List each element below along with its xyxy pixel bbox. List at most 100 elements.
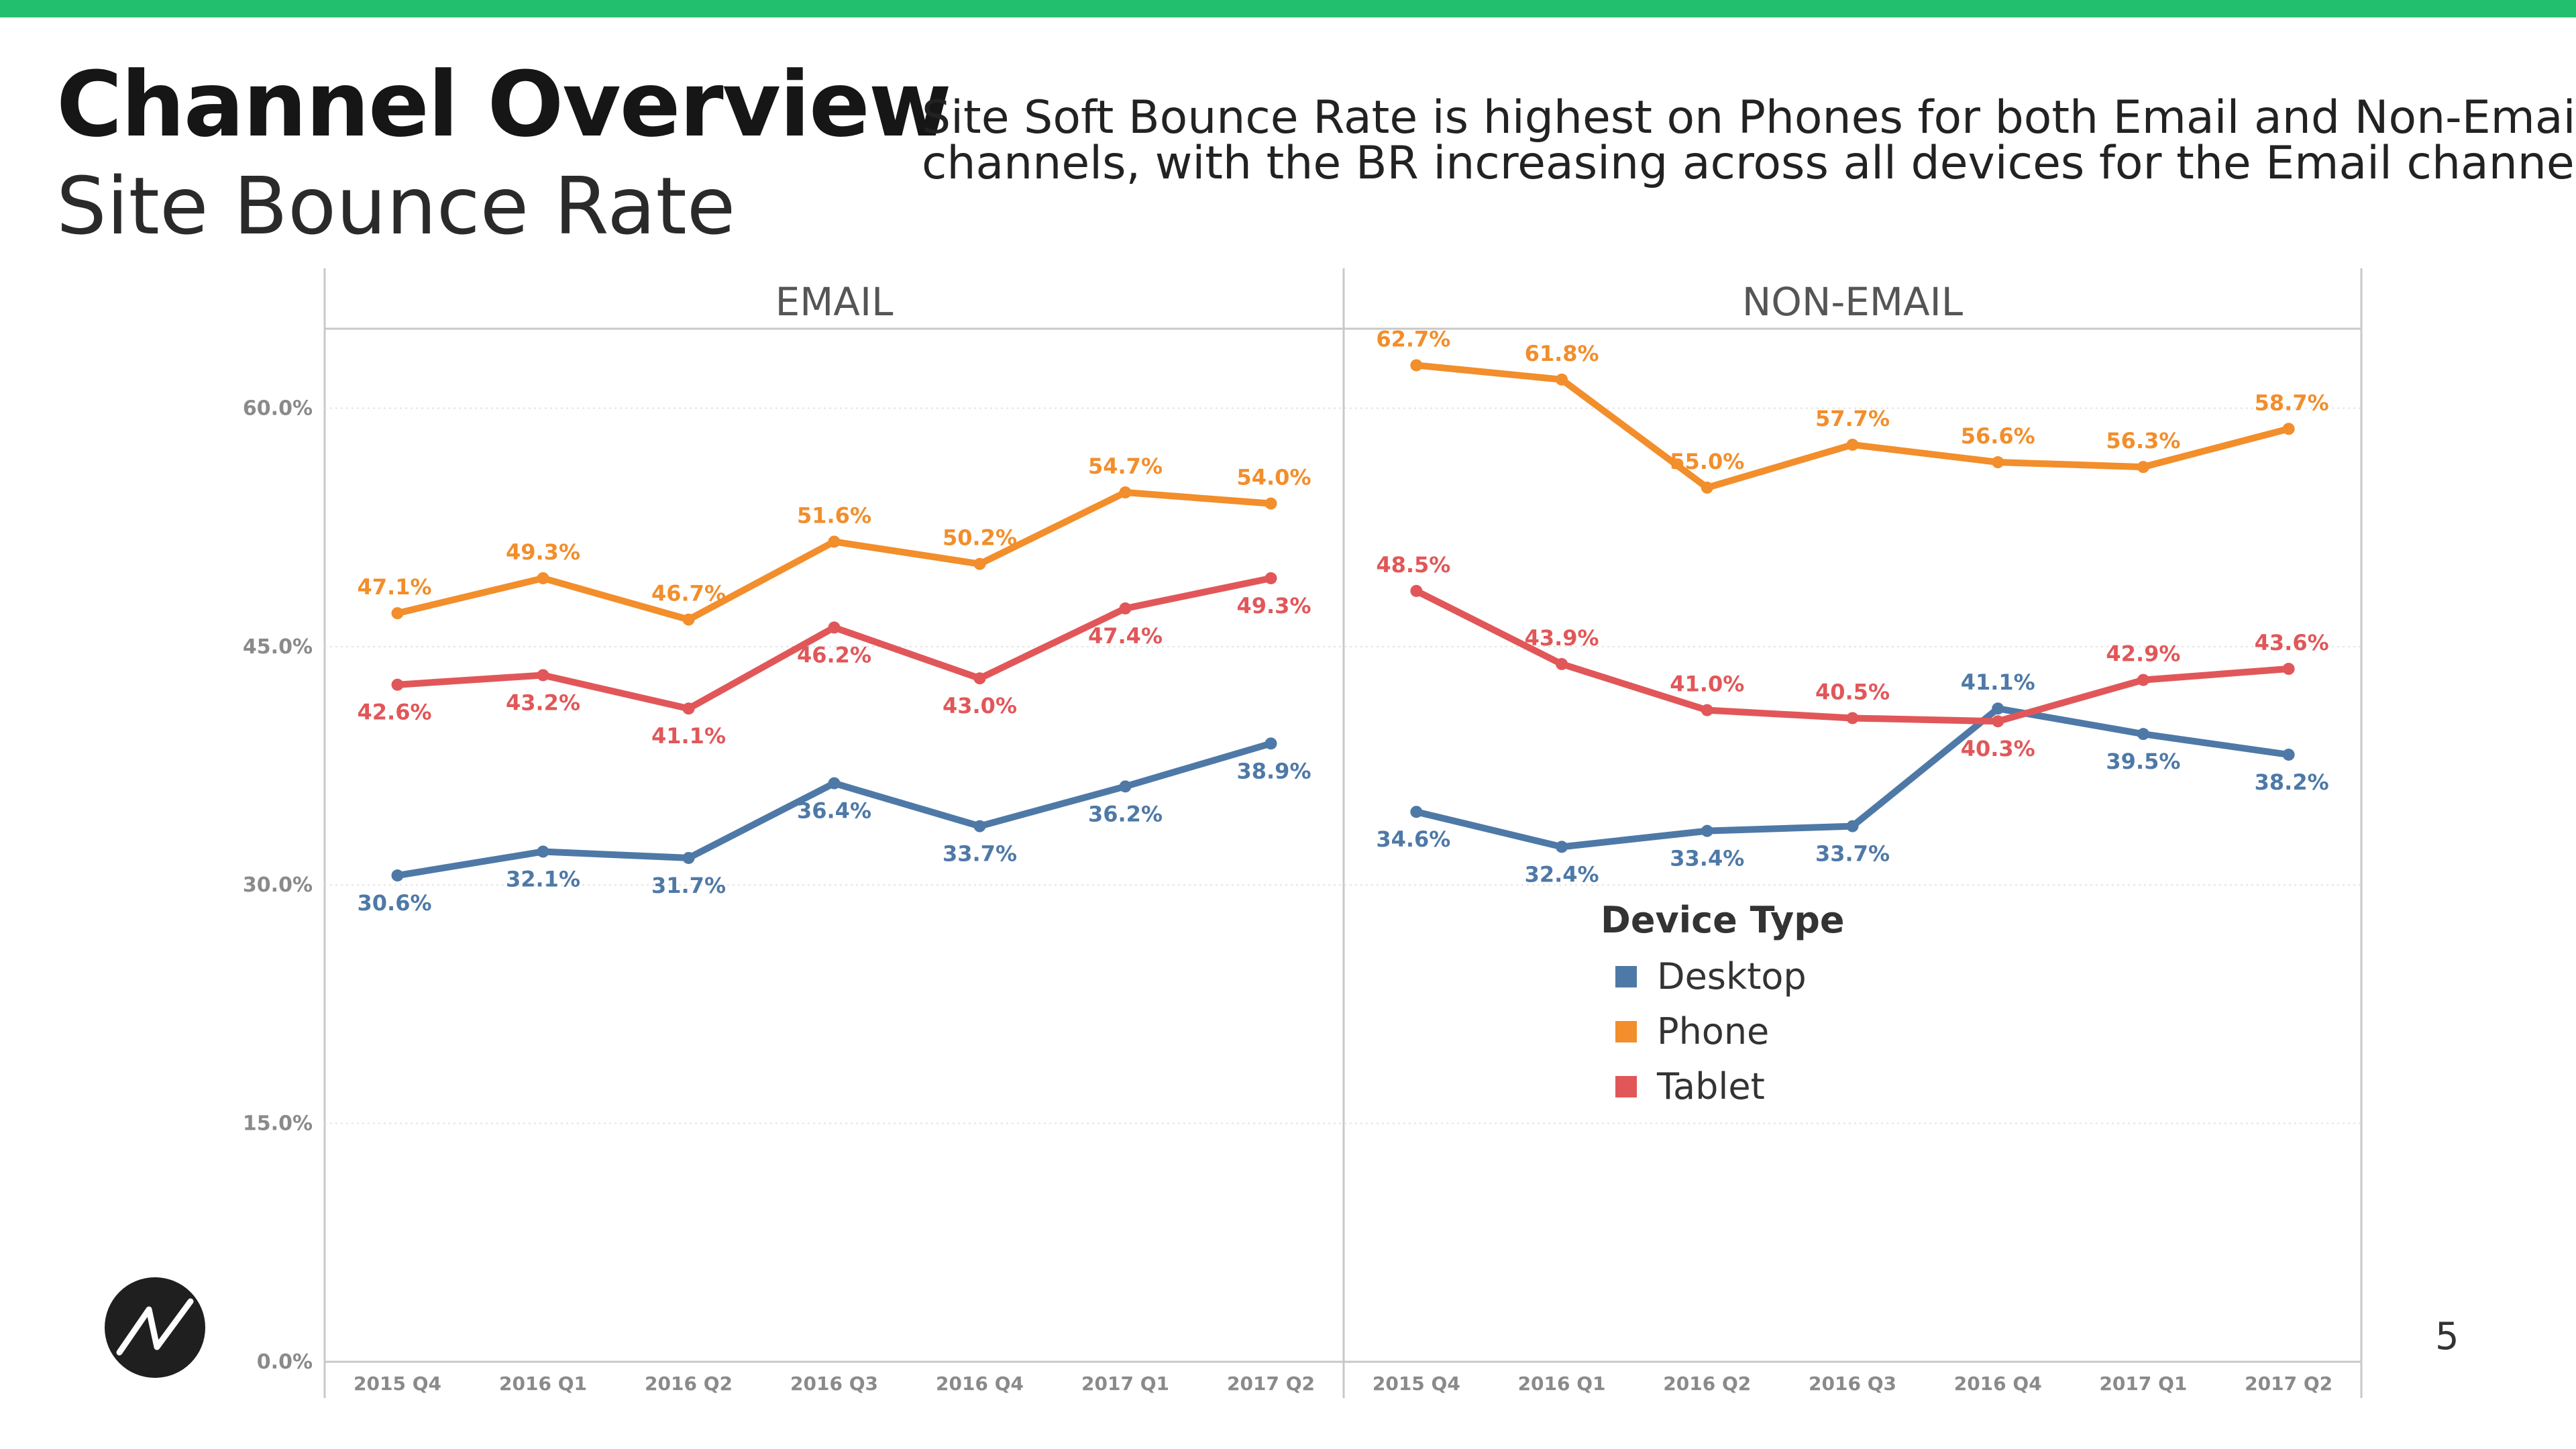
data-point <box>1701 704 1713 716</box>
data-point <box>2282 663 2295 676</box>
data-label: 34.6% <box>1376 826 1450 852</box>
data-point <box>1846 820 1859 833</box>
data-label: 41.1% <box>651 723 726 749</box>
y-tick-label: 60.0% <box>243 396 313 420</box>
data-point <box>537 845 549 858</box>
legend-title: Device Type <box>1601 899 1845 941</box>
x-tick-label: 2017 Q2 <box>1227 1373 1315 1395</box>
data-point <box>537 572 549 584</box>
data-label: 39.5% <box>2106 749 2180 774</box>
x-tick-label: 2017 Q1 <box>1081 1373 1169 1395</box>
panel-header-email: EMAIL <box>775 279 894 325</box>
data-point <box>391 678 404 691</box>
data-point <box>1265 497 1277 510</box>
data-point <box>391 869 404 882</box>
legend-entry-desktop: Desktop <box>1657 955 1807 998</box>
data-point <box>682 613 695 626</box>
data-label: 42.9% <box>2106 641 2180 667</box>
data-label: 46.7% <box>651 581 726 606</box>
data-label: 40.5% <box>1815 679 1890 704</box>
data-point <box>1846 712 1859 724</box>
x-tick-label: 2016 Q4 <box>1954 1373 2042 1395</box>
x-tick-label: 2016 Q2 <box>645 1373 733 1395</box>
data-point <box>1701 481 1713 494</box>
data-point <box>973 820 986 833</box>
data-label: 32.1% <box>506 866 580 892</box>
data-label: 31.7% <box>651 873 726 898</box>
data-point <box>2282 423 2295 435</box>
x-tick-label: 2015 Q4 <box>354 1373 441 1395</box>
data-point <box>2137 674 2149 686</box>
data-point <box>2137 461 2149 474</box>
data-point <box>1992 715 2004 728</box>
data-label: 49.3% <box>506 539 580 565</box>
data-point <box>973 557 986 570</box>
x-tick-label: 2016 Q2 <box>1663 1373 1751 1395</box>
data-point <box>1265 572 1277 584</box>
data-point <box>973 672 986 685</box>
x-tick-label: 2016 Q3 <box>790 1373 878 1395</box>
insight-text: Site Soft Bounce Rate is highest on Phon… <box>922 91 2576 190</box>
page-number: 5 <box>2435 1315 2459 1358</box>
data-label: 48.5% <box>1376 552 1450 578</box>
data-label: 54.7% <box>1088 453 1163 479</box>
data-label: 41.0% <box>1670 672 1744 697</box>
legend-swatch-tablet <box>1615 1076 1637 1097</box>
insight-line-2: channels, with the BR increasing across … <box>922 137 2576 190</box>
data-label: 43.6% <box>2255 630 2329 655</box>
data-label: 30.6% <box>358 890 432 916</box>
top-accent-bar <box>0 0 2576 17</box>
data-label: 36.2% <box>1088 801 1163 826</box>
legend-entry-phone: Phone <box>1657 1010 1769 1053</box>
legend-swatch-desktop <box>1615 966 1637 987</box>
data-point <box>1846 438 1859 451</box>
data-label: 61.8% <box>1525 341 1599 366</box>
data-label: 49.3% <box>1236 593 1311 619</box>
data-point <box>1556 373 1568 386</box>
legend-entry-tablet: Tablet <box>1656 1065 1765 1108</box>
data-point <box>1410 806 1423 818</box>
data-point <box>828 535 841 548</box>
brand-logo-icon <box>105 1277 205 1378</box>
data-label: 57.7% <box>1815 406 1890 431</box>
data-label: 32.4% <box>1525 861 1599 887</box>
data-point <box>1410 584 1423 597</box>
y-tick-label: 45.0% <box>243 635 313 659</box>
y-tick-label: 15.0% <box>243 1112 313 1136</box>
data-point <box>1992 456 2004 469</box>
data-point <box>537 669 549 682</box>
legend-swatch-phone <box>1615 1021 1637 1042</box>
data-point <box>1556 841 1568 853</box>
data-label: 47.4% <box>1088 623 1163 649</box>
data-label: 33.7% <box>943 841 1017 867</box>
data-point <box>1119 602 1132 614</box>
data-point <box>1265 737 1277 750</box>
data-label: 33.4% <box>1670 846 1744 871</box>
data-label: 41.1% <box>1961 669 2035 695</box>
data-point <box>2282 748 2295 761</box>
data-label: 40.3% <box>1961 736 2035 761</box>
x-tick-label: 2017 Q2 <box>2245 1373 2332 1395</box>
data-label: 55.0% <box>1670 449 1744 474</box>
x-tick-label: 2016 Q1 <box>499 1373 587 1395</box>
x-tick-label: 2016 Q1 <box>1518 1373 1606 1395</box>
data-label: 42.6% <box>358 700 432 725</box>
data-label: 43.9% <box>1525 625 1599 651</box>
data-label: 43.0% <box>943 693 1017 718</box>
insight-line-1: Site Soft Bounce Rate is highest on Phon… <box>922 91 2576 144</box>
data-label: 38.9% <box>1236 758 1311 784</box>
data-label: 62.7% <box>1376 326 1450 352</box>
x-tick-label: 2017 Q1 <box>2099 1373 2187 1395</box>
data-point <box>828 621 841 634</box>
data-label: 56.3% <box>2106 428 2180 453</box>
page-title: Channel Overview <box>56 52 952 157</box>
data-label: 51.6% <box>797 502 871 528</box>
data-label: 58.7% <box>2255 390 2329 415</box>
data-point <box>1119 780 1132 793</box>
panel-header-non-email: NON-EMAIL <box>1742 279 1963 325</box>
data-label: 38.2% <box>2255 769 2329 795</box>
x-tick-label: 2015 Q4 <box>1373 1373 1460 1395</box>
data-label: 43.2% <box>506 690 580 715</box>
data-point <box>1556 657 1568 670</box>
